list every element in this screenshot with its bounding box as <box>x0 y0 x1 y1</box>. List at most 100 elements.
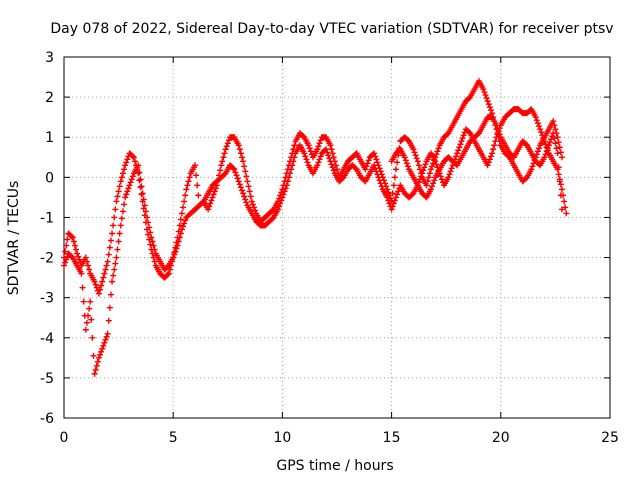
data-point-marker <box>141 202 148 209</box>
data-point-marker <box>482 92 489 99</box>
data-point-marker <box>429 163 436 170</box>
data-point-marker <box>130 154 137 161</box>
data-point-marker <box>100 342 107 349</box>
data-point-marker <box>180 223 187 230</box>
data-point-marker <box>323 146 330 153</box>
data-point-marker <box>327 142 334 149</box>
data-point-marker <box>330 154 337 161</box>
data-point-marker <box>314 146 321 153</box>
data-point-marker <box>178 226 185 233</box>
data-point-marker <box>101 339 108 346</box>
data-point-marker <box>533 117 540 124</box>
data-point-marker <box>372 165 379 172</box>
data-point-marker <box>302 153 309 160</box>
data-point-marker <box>484 98 491 105</box>
data-point-marker <box>247 193 254 200</box>
y-tick-label: 0 <box>45 170 54 186</box>
data-point-marker <box>562 204 569 211</box>
data-point-marker <box>550 118 557 125</box>
data-point-marker <box>117 178 124 185</box>
data-point-marker <box>242 196 249 203</box>
data-point-marker <box>174 242 181 249</box>
data-point-marker <box>557 181 564 188</box>
data-point-marker <box>558 186 565 193</box>
data-point-marker <box>69 234 76 241</box>
data-point-marker <box>305 142 312 149</box>
data-point-marker <box>151 258 158 265</box>
series-2 <box>61 114 565 377</box>
y-tick-label: -4 <box>40 331 54 347</box>
data-point-marker <box>466 95 473 102</box>
data-point-marker <box>205 206 212 213</box>
data-point-marker <box>492 138 499 145</box>
data-point-marker <box>404 137 411 144</box>
data-point-marker <box>528 166 535 173</box>
data-point-marker <box>181 198 188 205</box>
data-point-marker <box>558 154 565 161</box>
x-axis-label: GPS time / hours <box>276 458 393 474</box>
data-point-marker <box>316 140 323 147</box>
data-point-marker <box>289 162 296 169</box>
data-point-marker <box>243 199 250 206</box>
data-point-marker <box>326 155 333 162</box>
data-point-marker <box>554 134 561 141</box>
data-point-marker <box>237 184 244 191</box>
data-point-marker <box>83 258 90 265</box>
data-point-marker <box>414 182 421 189</box>
data-point-marker <box>92 366 99 373</box>
data-point-marker <box>394 159 401 166</box>
data-point-marker <box>315 159 322 166</box>
data-point-marker <box>115 238 122 245</box>
data-point-marker <box>249 201 256 208</box>
data-point-marker <box>112 206 119 213</box>
data-point-marker <box>546 139 553 146</box>
data-point-marker <box>307 148 314 155</box>
data-point-marker <box>175 238 182 245</box>
data-point-marker <box>371 150 378 157</box>
data-point-marker <box>433 161 440 168</box>
data-point-marker <box>123 159 130 166</box>
data-point-marker <box>554 166 561 173</box>
data-point-marker <box>542 141 549 148</box>
data-point-marker <box>300 133 307 140</box>
data-point-marker <box>363 163 370 170</box>
data-point-marker <box>151 246 158 253</box>
data-point-marker <box>122 194 129 201</box>
data-point-marker <box>412 152 419 159</box>
data-point-marker <box>435 145 442 152</box>
data-point-marker <box>486 104 493 111</box>
data-point-marker <box>90 352 97 359</box>
data-point-marker <box>373 168 380 175</box>
data-point-marker <box>402 157 409 164</box>
data-point-marker <box>103 333 110 340</box>
x-tick-label: 25 <box>601 430 619 446</box>
data-point-marker <box>522 141 529 148</box>
data-point-marker <box>542 151 549 158</box>
data-point-marker <box>459 135 466 142</box>
data-point-marker <box>391 197 398 204</box>
data-point-marker <box>484 162 491 169</box>
data-point-marker <box>93 362 100 369</box>
data-point-marker <box>276 203 283 210</box>
data-point-marker <box>551 122 558 129</box>
data-point-marker <box>280 191 287 198</box>
data-point-marker <box>491 142 498 149</box>
y-tick-label: -1 <box>40 210 54 226</box>
data-point-marker <box>68 233 75 240</box>
data-point-marker <box>376 177 383 184</box>
data-point-marker <box>94 358 101 365</box>
data-point-marker <box>278 197 285 204</box>
data-point-marker <box>136 169 143 176</box>
data-point-marker <box>392 166 399 173</box>
data-point-marker <box>110 272 117 279</box>
x-tick-label: 15 <box>383 430 401 446</box>
data-point-marker <box>147 241 154 248</box>
data-point-marker <box>243 173 250 180</box>
data-point-marker <box>116 230 123 237</box>
data-point-marker <box>142 208 149 215</box>
data-point-marker <box>552 126 559 133</box>
data-point-marker <box>419 170 426 177</box>
y-tick-label: 3 <box>45 50 54 66</box>
data-point-marker <box>147 229 154 236</box>
data-point-marker <box>80 298 87 305</box>
